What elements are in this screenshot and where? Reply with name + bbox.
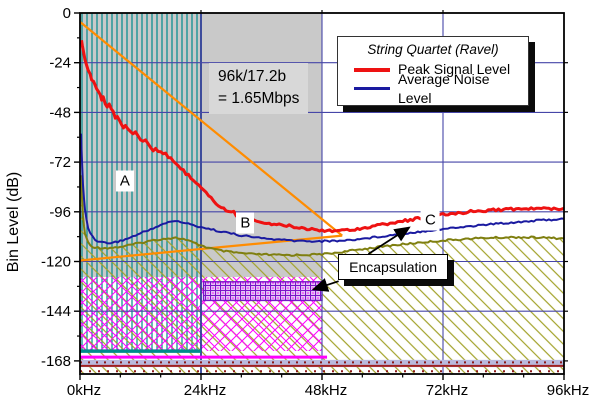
capacity-upper bbox=[79, 21, 343, 237]
x-tick-label: 48kHz bbox=[305, 382, 348, 399]
x-tick-label: 0kHz bbox=[67, 382, 101, 399]
bitrate-line2: = 1.65Mbps bbox=[218, 90, 300, 107]
y-tick-label: -24 bbox=[49, 55, 71, 72]
legend-entry-peak: Peak Signal Level bbox=[342, 60, 524, 79]
x-tick-label: 96kHz bbox=[547, 382, 590, 399]
y-tick-label: -120 bbox=[41, 254, 71, 271]
y-tick-label: -96 bbox=[49, 204, 71, 221]
peak-signal-level-curve bbox=[80, 39, 565, 234]
callout-arrows bbox=[311, 226, 411, 292]
y-tick-label: 0 bbox=[63, 5, 71, 22]
legend-title: String Quartet (Ravel) bbox=[367, 42, 499, 57]
callout-arrow bbox=[367, 226, 411, 255]
legend-entry-noise-label: Average Noise Level bbox=[398, 70, 490, 106]
encapsulation-callout: Encapsulation bbox=[338, 253, 449, 280]
callout-arrow bbox=[311, 278, 339, 292]
marker-c: C bbox=[420, 209, 440, 231]
y-tick-label: -144 bbox=[41, 303, 71, 320]
marker-a: A bbox=[115, 170, 134, 192]
legend-line-blue bbox=[354, 87, 390, 90]
bitrate-line1: 96k/17.2b bbox=[218, 68, 287, 85]
y-tick-label: -48 bbox=[49, 104, 71, 121]
y-axis-title: Bin Level (dB) bbox=[5, 171, 22, 273]
bottom-strip-lines bbox=[80, 349, 564, 373]
x-tick-label: 24kHz bbox=[184, 382, 227, 399]
marker-b: B bbox=[236, 212, 255, 234]
plot-border bbox=[79, 12, 565, 375]
tick-labels: 0 -24 -48 -72 -96 -120 -144 -168 0kHz 24kHz 48kHz 7… bbox=[41, 5, 589, 399]
axes-frame bbox=[74, 10, 568, 380]
y-tick-label: -72 bbox=[49, 154, 71, 171]
legend-line-red bbox=[354, 67, 390, 72]
purple-encapsulation-block bbox=[202, 281, 323, 302]
data-curves bbox=[80, 39, 565, 257]
legend-entry-peak-label: Peak Signal Level bbox=[398, 61, 511, 77]
average-noise-level-curve bbox=[80, 133, 565, 245]
bitrate-annotation: 96k/17.2b = 1.65Mbps bbox=[209, 63, 309, 114]
legend-entry-noise: Average Noise Level bbox=[342, 71, 524, 106]
noise-floor-olive-curve bbox=[80, 175, 565, 257]
x-tick-label: 72kHz bbox=[426, 382, 469, 399]
lavender-band bbox=[80, 359, 564, 368]
legend: String Quartet (Ravel) Peak Signal Level… bbox=[337, 36, 529, 106]
y-tick-label: -168 bbox=[41, 353, 71, 370]
